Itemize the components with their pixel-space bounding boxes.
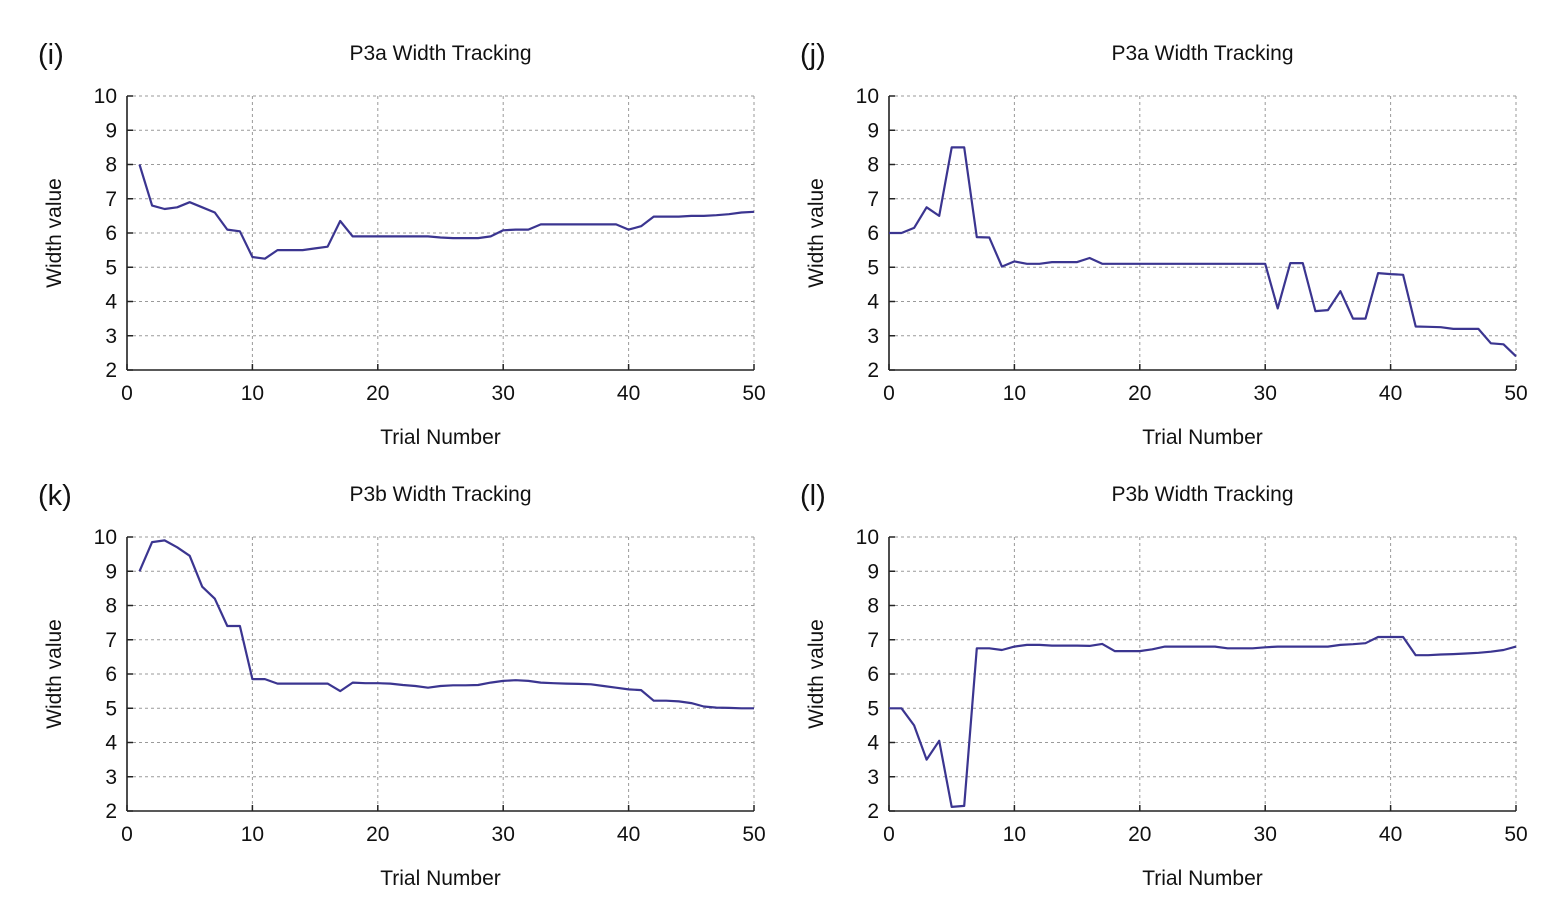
y-tick-label: 10 (856, 526, 879, 549)
x-tick-label: 20 (366, 823, 389, 846)
series-line (889, 635, 1517, 809)
x-axis-label: Trial Number (1142, 426, 1263, 449)
x-tick-label: 0 (121, 823, 133, 846)
y-tick-label: 9 (105, 119, 117, 142)
chart-panel-l: 0 10 20 30 40 50 2 3 4 5 6 7 8 9 10 (l) P3b Width Tracki… (800, 480, 1528, 890)
y-tick-label: 3 (867, 325, 879, 348)
y-tick-label: 6 (105, 663, 117, 686)
y-tick-label: 8 (867, 595, 879, 618)
chart-title: P3a Width Tracking (1111, 42, 1293, 65)
x-tick-label: 10 (241, 382, 264, 405)
chart-title: P3b Width Tracking (349, 483, 531, 506)
y-tick-label: 2 (867, 800, 879, 823)
y-tick-label: 7 (105, 188, 117, 211)
y-tick-label: 4 (105, 291, 117, 314)
series-line (138, 164, 755, 260)
y-tick-label: 2 (105, 800, 117, 823)
y-tick-label: 9 (867, 119, 879, 142)
y-tick-label: 10 (94, 526, 117, 549)
y-axis-label: Width value (43, 178, 66, 288)
x-tick-label: 0 (121, 382, 133, 405)
y-tick-label: 3 (105, 766, 117, 789)
y-tick-label: 7 (867, 629, 879, 652)
y-tick-label: 8 (867, 154, 879, 177)
y-tick-label: 4 (105, 732, 117, 755)
y-tick-label: 7 (105, 629, 117, 652)
x-tick-label: 20 (366, 382, 389, 405)
y-axis-label: Width value (805, 178, 828, 288)
x-tick-label: 0 (883, 382, 895, 405)
x-tick-label: 50 (742, 382, 765, 405)
x-axis-label: Trial Number (1142, 867, 1263, 890)
x-axis-label: Trial Number (380, 426, 501, 449)
y-tick-label: 2 (105, 359, 117, 382)
y-tick-label: 10 (94, 85, 117, 108)
x-tick-label: 20 (1128, 382, 1151, 405)
x-tick-label: 50 (1504, 823, 1527, 846)
x-axis-label: Trial Number (380, 867, 501, 890)
y-tick-label: 4 (867, 291, 879, 314)
y-tick-label: 5 (105, 697, 117, 720)
x-tick-label: 30 (492, 823, 515, 846)
x-tick-label: 30 (1254, 823, 1277, 846)
chart-title: P3b Width Tracking (1111, 483, 1293, 506)
x-tick-label: 0 (883, 823, 895, 846)
panel-label: (j) (800, 39, 826, 71)
x-tick-label: 10 (1003, 382, 1026, 405)
chart-panel-k: 0 10 20 30 40 50 2 3 4 5 6 7 8 9 10 (k) P3b Width Tracki… (38, 480, 766, 890)
y-tick-label: 8 (105, 154, 117, 177)
y-tick-label: 6 (105, 222, 117, 245)
y-axis-label: Width value (805, 619, 828, 729)
y-tick-label: 3 (105, 325, 117, 348)
y-tick-label: 5 (867, 256, 879, 279)
y-tick-label: 7 (867, 188, 879, 211)
x-tick-label: 30 (492, 382, 515, 405)
x-tick-label: 10 (241, 823, 264, 846)
x-tick-label: 30 (1254, 382, 1277, 405)
panel-label: (i) (38, 39, 64, 71)
y-tick-label: 5 (105, 256, 117, 279)
y-axis-label: Width value (43, 619, 66, 729)
x-tick-label: 20 (1128, 823, 1151, 846)
y-tick-label: 10 (856, 85, 879, 108)
x-tick-label: 50 (1504, 382, 1527, 405)
chart-title: P3a Width Tracking (349, 42, 531, 65)
y-tick-label: 6 (867, 222, 879, 245)
x-tick-label: 40 (1379, 382, 1402, 405)
x-tick-label: 50 (742, 823, 765, 846)
y-tick-label: 9 (867, 560, 879, 583)
x-tick-label: 40 (617, 382, 640, 405)
y-tick-label: 6 (867, 663, 879, 686)
chart-panel-i: 0 10 20 30 40 50 2 3 4 5 6 7 8 9 10 (i) P3a Width Tracki… (38, 39, 766, 449)
y-tick-label: 3 (867, 766, 879, 789)
y-tick-label: 9 (105, 560, 117, 583)
series-line (889, 146, 1517, 358)
y-tick-label: 5 (867, 697, 879, 720)
y-tick-label: 8 (105, 595, 117, 618)
x-tick-label: 40 (1379, 823, 1402, 846)
x-tick-label: 40 (617, 823, 640, 846)
y-tick-label: 4 (867, 732, 879, 755)
y-tick-label: 2 (867, 359, 879, 382)
panel-label: (k) (38, 480, 72, 512)
panel-label: (l) (800, 480, 826, 512)
x-tick-label: 10 (1003, 823, 1026, 846)
series-line (138, 539, 754, 710)
chart-panel-j: 0 10 20 30 40 50 2 3 4 5 6 7 8 9 10 (j) P3a Width Tracki… (800, 39, 1528, 449)
